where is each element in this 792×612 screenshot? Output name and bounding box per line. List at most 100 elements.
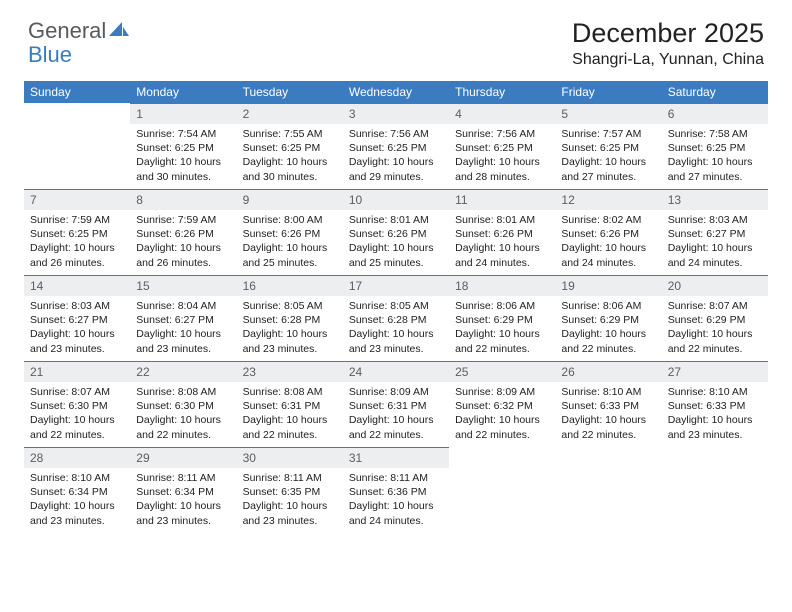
weekday-header: Wednesday [343, 81, 449, 103]
day-number: 3 [343, 103, 449, 124]
day-number: 22 [130, 361, 236, 382]
calendar-day-cell: 14Sunrise: 8:03 AMSunset: 6:27 PMDayligh… [24, 275, 130, 361]
sunset-line: Sunset: 6:27 PM [668, 227, 762, 241]
sunset-line: Sunset: 6:25 PM [561, 141, 655, 155]
day-number: 17 [343, 275, 449, 296]
sunrise-line: Sunrise: 8:09 AM [455, 385, 549, 399]
day-number: 27 [662, 361, 768, 382]
weekday-header: Sunday [24, 81, 130, 103]
calendar-day-cell: 5Sunrise: 7:57 AMSunset: 6:25 PMDaylight… [555, 103, 661, 189]
daylight-line: Daylight: 10 hours and 23 minutes. [349, 327, 443, 355]
day-body: Sunrise: 8:11 AMSunset: 6:36 PMDaylight:… [343, 468, 449, 532]
sunset-line: Sunset: 6:26 PM [455, 227, 549, 241]
calendar-day-cell: 28Sunrise: 8:10 AMSunset: 6:34 PMDayligh… [24, 447, 130, 533]
calendar-day-cell: 25Sunrise: 8:09 AMSunset: 6:32 PMDayligh… [449, 361, 555, 447]
daylight-line: Daylight: 10 hours and 22 minutes. [136, 413, 230, 441]
daylight-line: Daylight: 10 hours and 24 minutes. [455, 241, 549, 269]
day-number: 19 [555, 275, 661, 296]
day-body: Sunrise: 8:00 AMSunset: 6:26 PMDaylight:… [237, 210, 343, 274]
daylight-line: Daylight: 10 hours and 25 minutes. [243, 241, 337, 269]
sunset-line: Sunset: 6:26 PM [136, 227, 230, 241]
weekday-header: Friday [555, 81, 661, 103]
sunrise-line: Sunrise: 7:55 AM [243, 127, 337, 141]
day-body: Sunrise: 8:02 AMSunset: 6:26 PMDaylight:… [555, 210, 661, 274]
month-title: December 2025 [572, 18, 764, 49]
sunset-line: Sunset: 6:27 PM [136, 313, 230, 327]
day-number: 20 [662, 275, 768, 296]
sunrise-line: Sunrise: 7:54 AM [136, 127, 230, 141]
daylight-line: Daylight: 10 hours and 30 minutes. [243, 155, 337, 183]
calendar-day-cell: 29Sunrise: 8:11 AMSunset: 6:34 PMDayligh… [130, 447, 236, 533]
location: Shangri-La, Yunnan, China [572, 51, 764, 69]
sunset-line: Sunset: 6:26 PM [243, 227, 337, 241]
sunset-line: Sunset: 6:25 PM [243, 141, 337, 155]
sunset-line: Sunset: 6:29 PM [561, 313, 655, 327]
sunrise-line: Sunrise: 8:06 AM [455, 299, 549, 313]
day-body: Sunrise: 7:58 AMSunset: 6:25 PMDaylight:… [662, 124, 768, 188]
sunrise-line: Sunrise: 8:08 AM [243, 385, 337, 399]
sunset-line: Sunset: 6:33 PM [668, 399, 762, 413]
day-body: Sunrise: 8:10 AMSunset: 6:34 PMDaylight:… [24, 468, 130, 532]
calendar-day-cell: 7Sunrise: 7:59 AMSunset: 6:25 PMDaylight… [24, 189, 130, 275]
daylight-line: Daylight: 10 hours and 27 minutes. [668, 155, 762, 183]
daylight-line: Daylight: 10 hours and 24 minutes. [349, 499, 443, 527]
daylight-line: Daylight: 10 hours and 24 minutes. [561, 241, 655, 269]
calendar-body: .1Sunrise: 7:54 AMSunset: 6:25 PMDayligh… [24, 103, 768, 533]
sunset-line: Sunset: 6:25 PM [30, 227, 124, 241]
day-body: Sunrise: 7:56 AMSunset: 6:25 PMDaylight:… [343, 124, 449, 188]
day-body: Sunrise: 7:59 AMSunset: 6:26 PMDaylight:… [130, 210, 236, 274]
calendar-day-cell: . [449, 447, 555, 533]
calendar-day-cell: 27Sunrise: 8:10 AMSunset: 6:33 PMDayligh… [662, 361, 768, 447]
sunset-line: Sunset: 6:30 PM [136, 399, 230, 413]
sunset-line: Sunset: 6:25 PM [136, 141, 230, 155]
daylight-line: Daylight: 10 hours and 22 minutes. [349, 413, 443, 441]
calendar-day-cell: 20Sunrise: 8:07 AMSunset: 6:29 PMDayligh… [662, 275, 768, 361]
calendar-day-cell: 21Sunrise: 8:07 AMSunset: 6:30 PMDayligh… [24, 361, 130, 447]
calendar-day-cell: 6Sunrise: 7:58 AMSunset: 6:25 PMDaylight… [662, 103, 768, 189]
day-number: 31 [343, 447, 449, 468]
sunset-line: Sunset: 6:31 PM [349, 399, 443, 413]
weekday-header: Thursday [449, 81, 555, 103]
day-body: Sunrise: 8:01 AMSunset: 6:26 PMDaylight:… [343, 210, 449, 274]
sunrise-line: Sunrise: 7:58 AM [668, 127, 762, 141]
sunrise-line: Sunrise: 8:07 AM [30, 385, 124, 399]
day-body: Sunrise: 8:03 AMSunset: 6:27 PMDaylight:… [662, 210, 768, 274]
calendar-week-row: 14Sunrise: 8:03 AMSunset: 6:27 PMDayligh… [24, 275, 768, 361]
sunrise-line: Sunrise: 8:01 AM [455, 213, 549, 227]
sunrise-line: Sunrise: 7:56 AM [455, 127, 549, 141]
sunrise-line: Sunrise: 8:02 AM [561, 213, 655, 227]
logo-sail-icon [108, 21, 130, 39]
sunrise-line: Sunrise: 7:59 AM [136, 213, 230, 227]
daylight-line: Daylight: 10 hours and 25 minutes. [349, 241, 443, 269]
sunrise-line: Sunrise: 8:05 AM [349, 299, 443, 313]
day-number: 26 [555, 361, 661, 382]
calendar-day-cell: 10Sunrise: 8:01 AMSunset: 6:26 PMDayligh… [343, 189, 449, 275]
day-number: 23 [237, 361, 343, 382]
day-body: Sunrise: 8:05 AMSunset: 6:28 PMDaylight:… [237, 296, 343, 360]
day-number: 8 [130, 189, 236, 210]
day-body: Sunrise: 8:06 AMSunset: 6:29 PMDaylight:… [449, 296, 555, 360]
day-body: Sunrise: 8:07 AMSunset: 6:30 PMDaylight:… [24, 382, 130, 446]
calendar-day-cell: 19Sunrise: 8:06 AMSunset: 6:29 PMDayligh… [555, 275, 661, 361]
daylight-line: Daylight: 10 hours and 23 minutes. [30, 499, 124, 527]
day-number: 6 [662, 103, 768, 124]
day-number: 1 [130, 103, 236, 124]
sunrise-line: Sunrise: 8:00 AM [243, 213, 337, 227]
daylight-line: Daylight: 10 hours and 23 minutes. [136, 327, 230, 355]
daylight-line: Daylight: 10 hours and 22 minutes. [455, 327, 549, 355]
calendar-day-cell: 2Sunrise: 7:55 AMSunset: 6:25 PMDaylight… [237, 103, 343, 189]
day-body: Sunrise: 8:09 AMSunset: 6:31 PMDaylight:… [343, 382, 449, 446]
sunset-line: Sunset: 6:29 PM [455, 313, 549, 327]
sunset-line: Sunset: 6:27 PM [30, 313, 124, 327]
calendar-day-cell: 23Sunrise: 8:08 AMSunset: 6:31 PMDayligh… [237, 361, 343, 447]
sunrise-line: Sunrise: 8:09 AM [349, 385, 443, 399]
day-number: 21 [24, 361, 130, 382]
weekday-header: Tuesday [237, 81, 343, 103]
sunset-line: Sunset: 6:25 PM [349, 141, 443, 155]
sunset-line: Sunset: 6:32 PM [455, 399, 549, 413]
header: General December 2025 Shangri-La, Yunnan… [0, 0, 792, 75]
day-number: 10 [343, 189, 449, 210]
daylight-line: Daylight: 10 hours and 22 minutes. [668, 327, 762, 355]
day-body [555, 468, 661, 475]
calendar-day-cell: . [24, 103, 130, 189]
